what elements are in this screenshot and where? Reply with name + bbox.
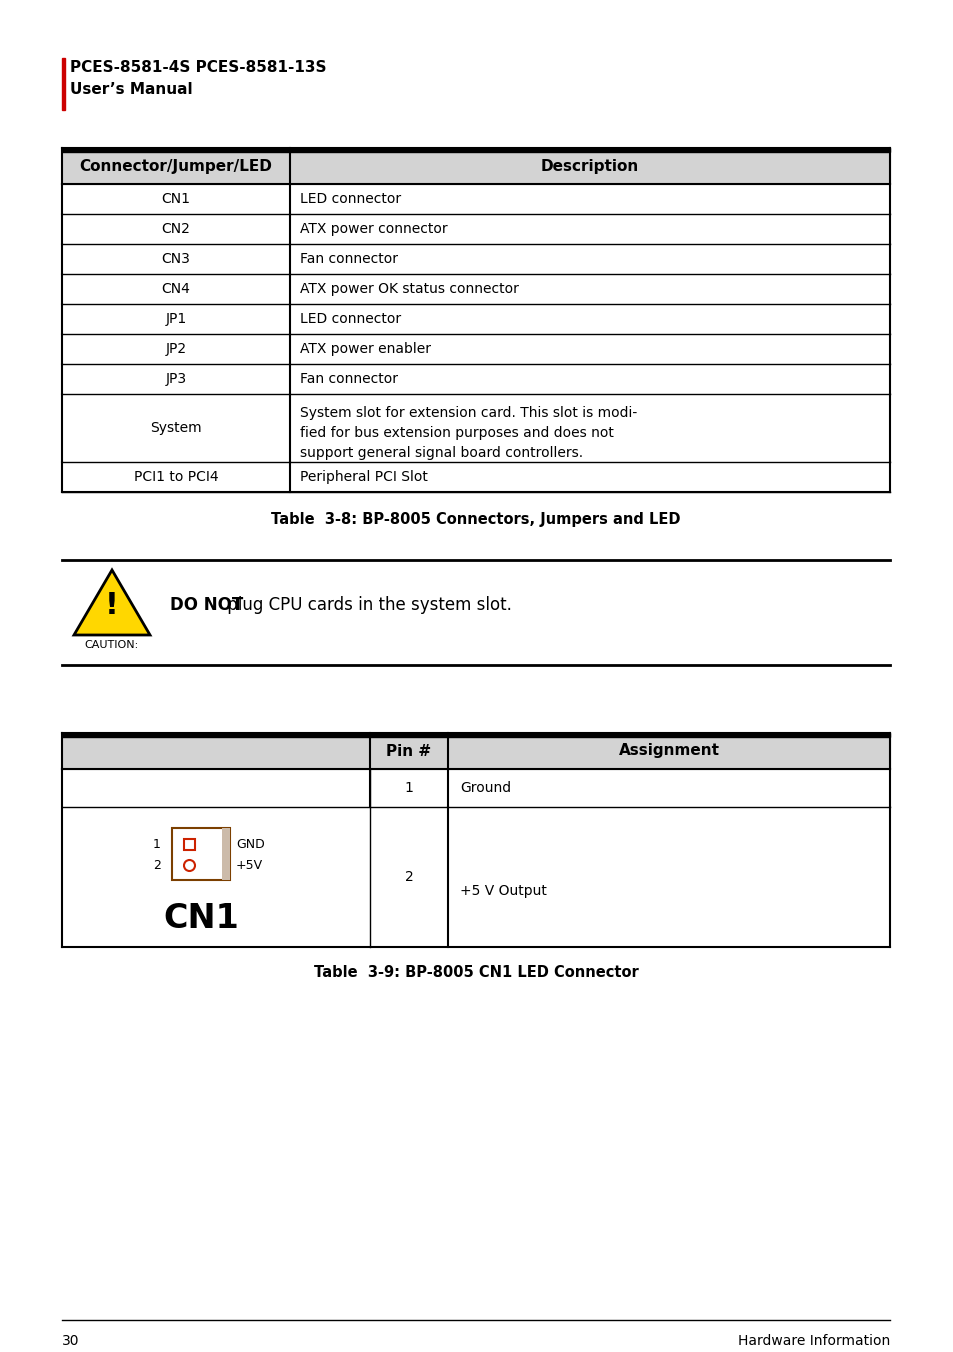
Text: ATX power OK status connector: ATX power OK status connector <box>299 283 518 296</box>
Bar <box>172 827 230 880</box>
Text: support general signal board controllers.: support general signal board controllers… <box>299 446 582 460</box>
Text: JP3: JP3 <box>165 372 187 387</box>
Text: CN2: CN2 <box>161 222 191 237</box>
Bar <box>62 807 889 946</box>
Text: PCES-8581-4S PCES-8581-13S: PCES-8581-4S PCES-8581-13S <box>70 59 326 74</box>
Text: LED connector: LED connector <box>299 192 400 206</box>
Bar <box>184 840 194 850</box>
Text: 2: 2 <box>404 869 413 884</box>
Text: Assignment: Assignment <box>618 744 719 758</box>
Text: Peripheral PCI Slot: Peripheral PCI Slot <box>299 470 428 484</box>
Text: fied for bus extension purposes and does not: fied for bus extension purposes and does… <box>299 426 613 439</box>
Bar <box>62 243 889 274</box>
Text: CAUTION:: CAUTION: <box>85 639 139 650</box>
Bar <box>62 214 889 243</box>
Text: JP2: JP2 <box>165 342 187 356</box>
Text: ATX power connector: ATX power connector <box>299 222 447 237</box>
Text: !: ! <box>105 591 119 621</box>
Text: System slot for extension card. This slot is modi-: System slot for extension card. This slo… <box>299 406 637 420</box>
Bar <box>62 393 889 462</box>
Text: CN1: CN1 <box>161 192 191 206</box>
Text: Fan connector: Fan connector <box>299 251 397 266</box>
Bar <box>62 274 889 304</box>
Bar <box>62 304 889 334</box>
Bar <box>62 733 889 769</box>
Text: Table  3-8: BP-8005 Connectors, Jumpers and LED: Table 3-8: BP-8005 Connectors, Jumpers a… <box>271 512 680 527</box>
Text: User’s Manual: User’s Manual <box>70 82 193 97</box>
Text: 2: 2 <box>152 859 161 872</box>
Text: CN4: CN4 <box>161 283 191 296</box>
Text: Description: Description <box>540 158 639 173</box>
Bar <box>62 147 889 184</box>
Text: ATX power enabler: ATX power enabler <box>299 342 431 356</box>
Text: Table  3-9: BP-8005 CN1 LED Connector: Table 3-9: BP-8005 CN1 LED Connector <box>314 965 638 980</box>
Text: Pin #: Pin # <box>386 744 431 758</box>
Text: +5 V Output: +5 V Output <box>459 884 546 898</box>
Bar <box>62 462 889 492</box>
Text: Fan connector: Fan connector <box>299 372 397 387</box>
Bar <box>62 58 65 110</box>
Bar <box>62 184 889 214</box>
Bar <box>62 364 889 393</box>
Text: Hardware Information: Hardware Information <box>737 1334 889 1348</box>
Text: CN1: CN1 <box>163 902 238 936</box>
Text: PCI1 to PCI4: PCI1 to PCI4 <box>133 470 218 484</box>
Text: Ground: Ground <box>459 781 511 795</box>
Text: CN3: CN3 <box>161 251 191 266</box>
Text: 1: 1 <box>404 781 413 795</box>
Text: LED connector: LED connector <box>299 312 400 326</box>
Text: JP1: JP1 <box>165 312 187 326</box>
Text: 1: 1 <box>152 838 161 850</box>
Bar <box>222 827 230 880</box>
Bar <box>62 733 889 737</box>
Text: 30: 30 <box>62 1334 79 1348</box>
Text: System: System <box>150 420 202 435</box>
Text: DO NOT: DO NOT <box>170 596 243 614</box>
Bar <box>62 334 889 364</box>
Text: GND: GND <box>235 838 265 850</box>
Text: Connector/Jumper/LED: Connector/Jumper/LED <box>79 158 273 173</box>
Bar <box>62 769 889 807</box>
Polygon shape <box>74 571 150 635</box>
Text: +5V: +5V <box>235 859 263 872</box>
Bar <box>62 147 889 151</box>
Text: plug CPU cards in the system slot.: plug CPU cards in the system slot. <box>222 596 512 614</box>
